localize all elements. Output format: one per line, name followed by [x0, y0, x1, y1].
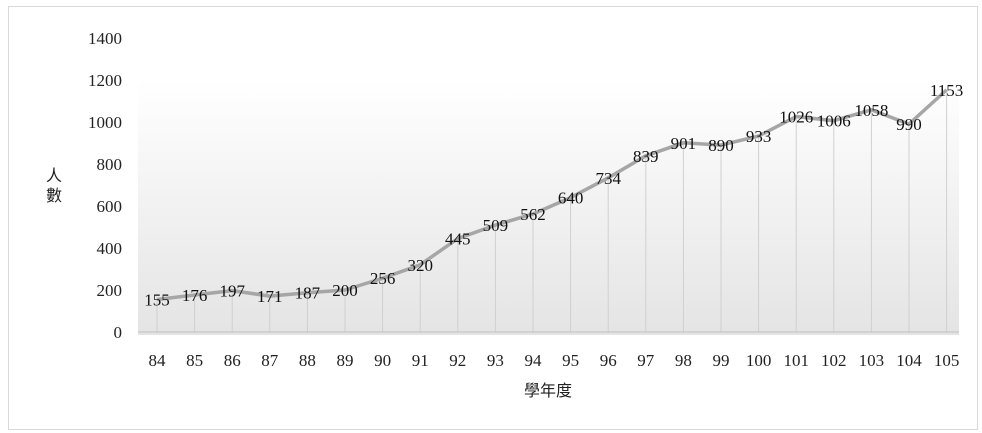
x-tick-label: 101 [783, 351, 809, 370]
x-tick-label: 100 [746, 351, 772, 370]
x-tick-label: 89 [337, 351, 354, 370]
y-tick-label: 1200 [88, 71, 122, 90]
x-axis-ticks: 84 85 86 87 88 89 90 91 92 93 94 95 96 97 98 99 100 101 10… [149, 351, 960, 370]
x-tick-label: 85 [186, 351, 203, 370]
data-label: 200 [332, 281, 358, 300]
data-label: 933 [746, 127, 772, 146]
x-tick-label: 98 [675, 351, 692, 370]
x-tick-label: 91 [412, 351, 429, 370]
data-label: 197 [219, 282, 245, 301]
data-label: 1153 [930, 81, 963, 100]
x-tick-label: 105 [934, 351, 960, 370]
x-tick-label: 84 [149, 351, 167, 370]
x-tick-label: 102 [821, 351, 847, 370]
data-label: 176 [182, 286, 208, 305]
y-tick-label: 800 [97, 155, 123, 174]
x-tick-label: 94 [525, 351, 543, 370]
y-tick-label: 0 [114, 323, 123, 342]
data-label: 562 [520, 205, 546, 224]
x-axis-title: 學年度 [524, 381, 572, 400]
x-tick-label: 92 [449, 351, 466, 370]
data-label: 1026 [779, 108, 813, 127]
data-label: 734 [595, 169, 621, 188]
data-label: 990 [896, 115, 922, 134]
data-label: 1058 [854, 101, 888, 120]
x-tick-label: 93 [487, 351, 504, 370]
y-tick-label: 1400 [88, 29, 122, 48]
y-tick-label: 400 [97, 239, 123, 258]
data-labels: 155 176 197 171 187 200 256 320 445 509 562 640 734 8… [144, 81, 963, 310]
data-label: 187 [295, 284, 321, 303]
data-label: 445 [445, 230, 471, 249]
x-tick-label: 97 [637, 351, 655, 370]
data-label: 509 [483, 216, 509, 235]
y-axis-title-char-1: 人 [46, 166, 62, 185]
y-axis-title-char-2: 數 [46, 186, 62, 205]
data-label: 640 [558, 189, 584, 208]
y-tick-label: 1000 [88, 113, 122, 132]
y-axis-ticks: 0 200 400 600 800 1000 1200 1400 [88, 29, 122, 342]
data-label: 839 [633, 147, 659, 166]
drop-lines [156, 89, 948, 332]
x-tick-label: 104 [896, 351, 922, 370]
data-label: 155 [144, 290, 170, 309]
x-tick-label: 87 [261, 351, 279, 370]
y-tick-label: 200 [97, 281, 123, 300]
data-label: 1006 [817, 112, 851, 131]
x-tick-label: 88 [299, 351, 316, 370]
x-tick-label: 86 [224, 351, 241, 370]
data-label: 256 [370, 269, 396, 288]
x-tick-label: 103 [859, 351, 885, 370]
y-tick-label: 600 [97, 197, 123, 216]
series-line [156, 88, 948, 302]
x-tick-label: 90 [374, 351, 391, 370]
data-label: 171 [257, 287, 283, 306]
x-tick-label: 96 [600, 351, 617, 370]
data-label: 890 [708, 136, 734, 155]
data-label: 320 [407, 256, 433, 275]
x-tick-label: 99 [713, 351, 730, 370]
x-tick-label: 95 [562, 351, 579, 370]
data-label: 901 [671, 134, 697, 153]
y-axis-title: 人 數 [46, 166, 62, 205]
